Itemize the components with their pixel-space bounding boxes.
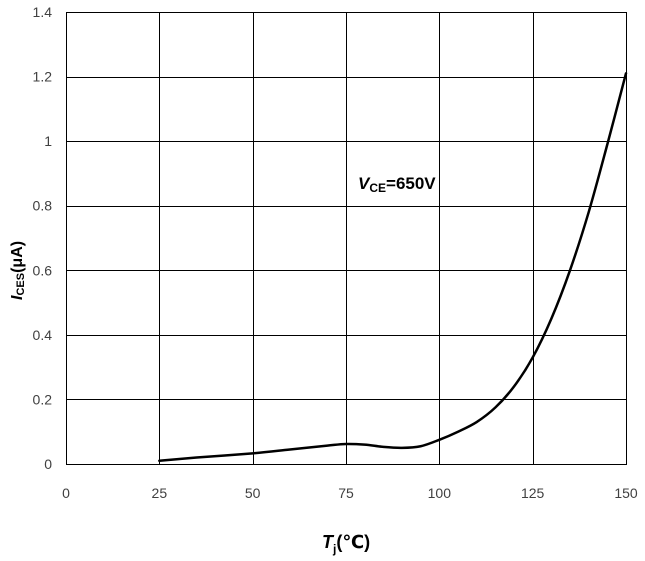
y-tick-label: 1.2	[33, 69, 53, 85]
x-tick-label: 150	[614, 485, 638, 501]
y-axis-title-unit: (μA)	[9, 241, 26, 273]
y-axis-title: ICES(μA)	[9, 241, 27, 300]
y-tick-label: 0.2	[33, 391, 53, 407]
annotation-subscript: CE	[369, 181, 386, 195]
y-axis-tick-labels: 0 0.2 0.4 0.6 0.8 1 1.2 1.4	[33, 4, 53, 472]
leakage-current-curve	[158, 72, 628, 463]
y-tick-label: 1	[44, 133, 52, 149]
x-axis-title-unit: (℃)	[336, 532, 370, 552]
x-axis-title-subscript: j	[332, 542, 336, 556]
x-tick-label: 100	[428, 485, 452, 501]
x-tick-label: 25	[152, 485, 168, 501]
y-tick-label: 0	[44, 456, 52, 472]
y-tick-label: 0.4	[33, 327, 53, 343]
x-tick-label: 75	[338, 485, 354, 501]
x-axis-title: Tj(℃)	[322, 532, 370, 556]
y-tick-label: 0.6	[33, 262, 53, 278]
voltage-annotation: VCE=650V	[358, 174, 436, 195]
x-tick-label: 50	[245, 485, 261, 501]
plot-area-border	[66, 12, 627, 465]
x-tick-label: 0	[62, 485, 70, 501]
annotation-main: V	[358, 174, 371, 193]
series-group	[158, 72, 628, 463]
x-axis-title-main: T	[322, 532, 335, 552]
y-axis-title-main: I	[9, 295, 26, 300]
x-axis-tick-labels: 0 25 50 75 100 125 150	[62, 485, 638, 501]
y-tick-label: 0.8	[33, 198, 53, 214]
x-tick-label: 125	[521, 485, 545, 501]
y-tick-label: 1.4	[33, 4, 53, 20]
grid	[66, 12, 627, 465]
annotation-rest: =650V	[386, 174, 436, 193]
y-axis-title-subscript: CES	[15, 273, 27, 296]
